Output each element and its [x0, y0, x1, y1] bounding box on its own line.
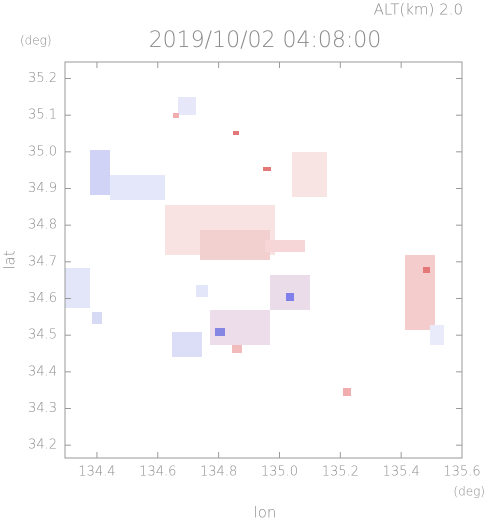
echo: [65, 268, 90, 308]
echo: [286, 293, 294, 301]
echo: [172, 332, 202, 357]
echo: [265, 240, 305, 252]
y-tick-label: 34.6: [28, 291, 57, 306]
x-unit: (deg): [453, 485, 485, 499]
x-tick-label: 135.4: [383, 465, 420, 480]
y-tick-label: 34.3: [28, 401, 57, 416]
x-tick-label: 134.6: [139, 465, 176, 480]
y-tick-label: 34.2: [28, 438, 57, 453]
echo: [430, 325, 444, 345]
echo: [200, 230, 270, 260]
echo: [233, 131, 239, 135]
y-tick-label: 35.2: [28, 71, 57, 86]
echo: [270, 275, 310, 310]
plot-frame: [64, 61, 463, 459]
y-tick-label: 34.8: [28, 218, 57, 233]
echo: [343, 388, 351, 396]
echo: [232, 345, 242, 353]
y-unit: (deg): [20, 34, 52, 48]
echoes: [65, 97, 444, 396]
y-tick-label: 34.4: [28, 364, 57, 379]
echo: [92, 312, 102, 324]
x-tick-label: 135.6: [443, 465, 480, 480]
y-tick-label: 35.1: [28, 108, 57, 123]
echo: [90, 150, 110, 195]
echo: [263, 167, 271, 171]
y-tick-label: 34.5: [28, 328, 57, 343]
chart-title: 2019/10/02 04:08:00: [149, 28, 382, 53]
echo: [215, 328, 225, 336]
x-tick-label: 134.8: [200, 465, 237, 480]
echo: [423, 267, 430, 273]
x-tick-label: 135.0: [261, 465, 298, 480]
echo: [292, 152, 327, 197]
y-tick-label: 34.9: [28, 181, 57, 196]
echo: [196, 285, 208, 297]
echo: [178, 97, 196, 115]
echo: [110, 175, 165, 200]
y-tick-label: 34.7: [28, 254, 57, 269]
altitude-label: ALT(km) 2.0: [374, 1, 463, 19]
echo: [405, 255, 435, 330]
x-axis-label: lon: [254, 504, 277, 521]
echo: [173, 113, 179, 118]
echo: [210, 310, 270, 345]
y-tick-label: 35.0: [28, 144, 57, 159]
x-tick-label: 135.2: [322, 465, 359, 480]
x-tick-label: 134.4: [78, 465, 115, 480]
y-axis-label: lat: [1, 250, 19, 269]
